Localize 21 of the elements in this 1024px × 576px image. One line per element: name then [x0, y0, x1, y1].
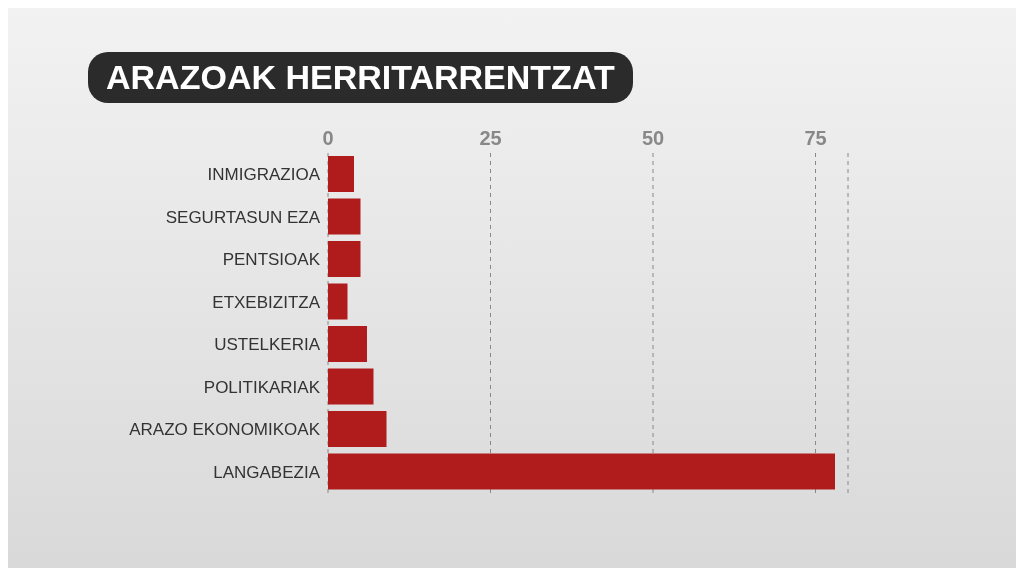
- y-tick-label: PENTSIOAK: [222, 250, 321, 270]
- y-tick-label: INMIGRAZIOA: [207, 165, 321, 185]
- bar: [328, 453, 835, 490]
- bar: [328, 241, 361, 277]
- y-tick-label: LANGABEZIA: [213, 462, 321, 482]
- chart-title: ARAZOAK HERRITARRENTZAT: [88, 52, 633, 103]
- x-tick-label: 0: [322, 127, 334, 149]
- bar: [328, 326, 367, 362]
- bar: [328, 198, 361, 235]
- y-tick-label: USTELKERIA: [214, 335, 321, 355]
- bar: [328, 368, 374, 405]
- y-tick-label: SEGURTASUN EZA: [165, 207, 321, 227]
- x-tick-label: 50: [641, 127, 665, 149]
- x-tick-label: 75: [804, 127, 827, 149]
- y-tick-label: ARAZO EKONOMIKOAK: [129, 420, 321, 440]
- x-tick-label: 25: [479, 127, 502, 149]
- bar: [328, 283, 348, 320]
- bar: [328, 156, 354, 192]
- y-tick-label: ETXEBIZITZA: [212, 292, 321, 312]
- y-tick-label: POLITIKARIAK: [203, 377, 321, 397]
- bar: [328, 411, 387, 447]
